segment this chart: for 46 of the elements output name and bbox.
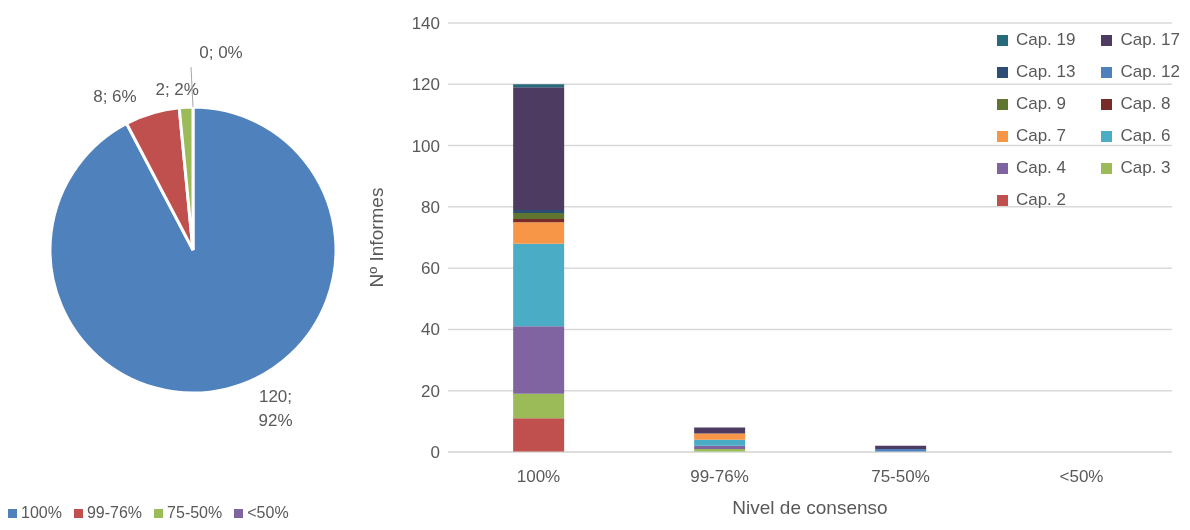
- x-axis-title: Nivel de consenso: [732, 497, 888, 518]
- y-tick-label: 40: [421, 320, 440, 340]
- data-label: 2; 2%: [155, 80, 199, 100]
- legend-label: Cap. 13: [1014, 62, 1076, 82]
- y-tick-label: 100: [411, 136, 440, 156]
- legend-label: 75-50%: [166, 504, 223, 522]
- bar: [513, 418, 565, 452]
- legend-label: 100%: [20, 504, 62, 522]
- legend-label: <50%: [246, 504, 289, 522]
- legend-label: Cap. 3: [1119, 158, 1172, 178]
- bar: [513, 84, 565, 88]
- y-tick-label: 120: [411, 75, 440, 95]
- bar: [513, 393, 565, 419]
- bar: [513, 87, 565, 210]
- y-tick-label: 0: [430, 443, 440, 463]
- bar: [513, 209, 565, 213]
- x-tick-label: 100%: [516, 467, 561, 487]
- y-tick-label: 140: [411, 14, 440, 34]
- y-axis-title: Nº Informes: [365, 187, 387, 288]
- legend-label: Cap. 19: [1014, 30, 1076, 50]
- legend-label: Cap. 17: [1119, 30, 1180, 50]
- legend-label: Cap. 2: [1014, 190, 1067, 210]
- x-tick-label: 99-76%: [690, 467, 749, 487]
- y-tick-label: 60: [421, 259, 440, 279]
- x-tick-label: 75-50%: [871, 467, 930, 487]
- bar: [694, 427, 746, 434]
- bar: [513, 219, 565, 223]
- bar: [513, 212, 565, 220]
- bar: [513, 243, 565, 327]
- legend-label: Cap. 6: [1119, 126, 1172, 146]
- x-tick-label: <50%: [1059, 467, 1104, 487]
- legend-label: 99-76%: [85, 504, 143, 522]
- bar: [694, 433, 746, 440]
- bar: [513, 222, 565, 244]
- legend-label: Cap. 12: [1119, 62, 1180, 82]
- legend-label: Cap. 4: [1014, 158, 1067, 178]
- y-tick-label: 20: [421, 381, 440, 401]
- bar: [513, 326, 565, 394]
- legend-label: Cap. 8: [1119, 94, 1172, 114]
- data-label: 120; 92%: [258, 386, 293, 430]
- text: 0; 0%: [199, 43, 243, 62]
- legend-label: Cap. 9: [1014, 94, 1067, 114]
- legend-label: Cap. 7: [1014, 126, 1067, 146]
- bar: [694, 439, 746, 446]
- y-tick-label: 80: [421, 197, 440, 217]
- data-label: 8; 6%: [93, 86, 137, 106]
